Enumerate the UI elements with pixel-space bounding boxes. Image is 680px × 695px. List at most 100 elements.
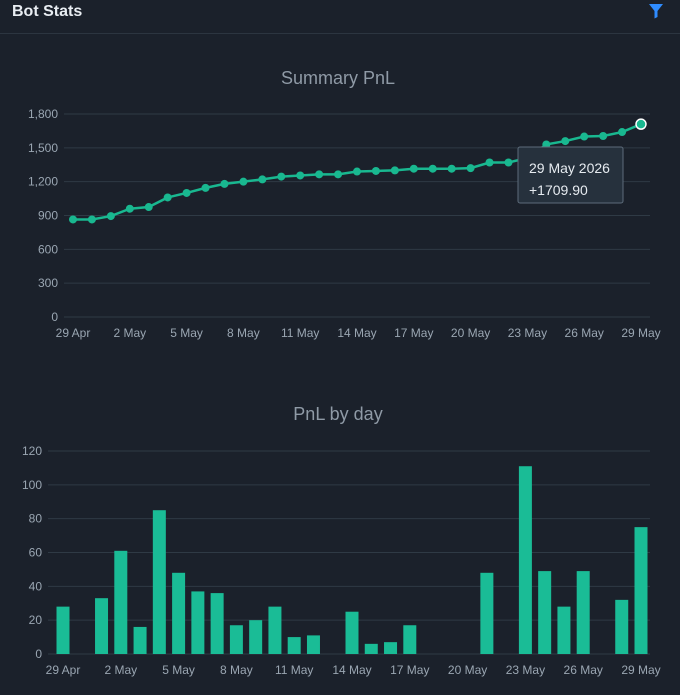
y-tick-label: 0 <box>51 310 58 324</box>
data-point[interactable] <box>504 158 513 167</box>
data-point[interactable] <box>580 132 589 141</box>
summary-pnl-chart: Summary PnL 0 300 600 900 1,200 1,500 1,800 29… <box>28 68 661 340</box>
x-tick-label: 2 May <box>113 326 146 340</box>
data-point[interactable] <box>201 183 210 192</box>
data-point[interactable] <box>561 137 570 146</box>
data-point[interactable] <box>239 177 248 186</box>
data-point[interactable] <box>599 131 608 140</box>
tooltip-value: +1709.90 <box>529 182 588 198</box>
data-point[interactable] <box>106 212 115 221</box>
tooltip-date: 29 May 2026 <box>529 160 610 176</box>
x-tick-label: 17 May <box>390 663 429 677</box>
pnl-by-day-chart: PnL by day 0 20 40 60 80 100 120 29 Apr 2 May 5 … <box>22 404 661 677</box>
x-tick-label: 11 May <box>275 663 313 677</box>
pnl-by-day-title: PnL by day <box>293 404 382 424</box>
x-tick-label: 29 Apr <box>56 326 91 340</box>
x-tick-label: 23 May <box>508 326 547 340</box>
x-tick-label: 29 May <box>621 663 660 677</box>
bar[interactable] <box>287 637 301 654</box>
data-point[interactable] <box>182 188 191 197</box>
data-point[interactable] <box>466 164 475 173</box>
x-tick-label: 14 May <box>337 326 376 340</box>
bar[interactable] <box>56 606 70 654</box>
panel-title: Bot Stats <box>12 3 83 20</box>
chart-tooltip: 29 May 2026 +1709.90 <box>517 146 624 204</box>
data-point[interactable] <box>87 215 96 224</box>
y-tick-label: 1,800 <box>28 107 58 121</box>
y-tick-label: 120 <box>22 444 42 458</box>
data-point[interactable] <box>485 158 494 167</box>
bar[interactable] <box>95 598 109 654</box>
data-point[interactable] <box>390 166 399 175</box>
bar[interactable] <box>229 625 243 654</box>
data-point[interactable] <box>635 118 647 130</box>
bar[interactable] <box>403 625 417 654</box>
x-tick-label: 29 May <box>621 326 660 340</box>
y-tick-label: 900 <box>38 209 58 223</box>
x-tick-label: 29 Apr <box>46 663 81 677</box>
bar[interactable] <box>538 571 552 654</box>
data-point[interactable] <box>353 167 361 176</box>
panel-header: Bot Stats <box>0 0 680 34</box>
filter-icon[interactable] <box>648 3 664 19</box>
data-point[interactable] <box>447 164 456 173</box>
bar[interactable] <box>210 593 224 654</box>
summary-pnl-title: Summary PnL <box>281 68 395 88</box>
bar[interactable] <box>268 606 282 654</box>
bar[interactable] <box>384 642 398 654</box>
x-tick-label: 26 May <box>565 326 604 340</box>
data-point[interactable] <box>334 170 343 179</box>
bar[interactable] <box>557 606 571 654</box>
bar[interactable] <box>480 572 494 654</box>
data-point[interactable] <box>371 166 380 175</box>
bar[interactable] <box>576 571 590 654</box>
data-point[interactable] <box>220 179 229 188</box>
x-tick-label: 20 May <box>451 326 490 340</box>
data-point[interactable] <box>542 140 551 149</box>
bar[interactable] <box>615 599 629 654</box>
data-point[interactable] <box>409 164 418 173</box>
x-tick-label: 23 May <box>506 663 545 677</box>
bar[interactable] <box>634 527 648 654</box>
x-tick-label: 14 May <box>332 663 371 677</box>
bar[interactable] <box>152 510 166 654</box>
y-tick-label: 1,500 <box>28 141 58 155</box>
x-tick-label: 5 May <box>170 326 203 340</box>
x-tick-label: 8 May <box>227 326 260 340</box>
y-tick-label: 300 <box>38 276 58 290</box>
bar[interactable] <box>249 620 263 654</box>
x-tick-label: 2 May <box>104 663 137 677</box>
y-tick-label: 20 <box>29 613 43 627</box>
y-tick-label: 60 <box>29 546 43 560</box>
x-tick-label: 5 May <box>162 663 195 677</box>
bar[interactable] <box>306 635 320 654</box>
bar[interactable] <box>114 550 128 654</box>
data-point[interactable] <box>125 204 134 213</box>
bar[interactable] <box>133 626 147 654</box>
data-point[interactable] <box>315 170 324 179</box>
x-tick-label: 17 May <box>394 326 433 340</box>
y-tick-label: 80 <box>29 512 43 526</box>
data-point[interactable] <box>69 215 77 224</box>
y-tick-label: 100 <box>22 478 42 492</box>
tooltip-box <box>517 146 624 204</box>
data-point[interactable] <box>277 172 286 181</box>
x-tick-label: 26 May <box>564 663 603 677</box>
bar[interactable] <box>191 591 205 654</box>
y-tick-label: 1,200 <box>28 175 58 189</box>
bar[interactable] <box>345 611 359 654</box>
data-point[interactable] <box>144 203 153 212</box>
data-point[interactable] <box>163 193 172 202</box>
y-tick-label: 0 <box>35 647 42 661</box>
data-point[interactable] <box>428 164 437 173</box>
x-tick-label: 20 May <box>448 663 487 677</box>
data-point[interactable] <box>618 128 627 137</box>
data-point[interactable] <box>258 175 267 184</box>
bar[interactable] <box>172 572 186 654</box>
bar[interactable] <box>518 466 532 654</box>
x-tick-label: 11 May <box>281 326 319 340</box>
bar[interactable] <box>364 643 378 654</box>
data-point[interactable] <box>296 171 305 180</box>
y-tick-label: 600 <box>38 242 58 256</box>
y-tick-label: 40 <box>29 579 43 593</box>
